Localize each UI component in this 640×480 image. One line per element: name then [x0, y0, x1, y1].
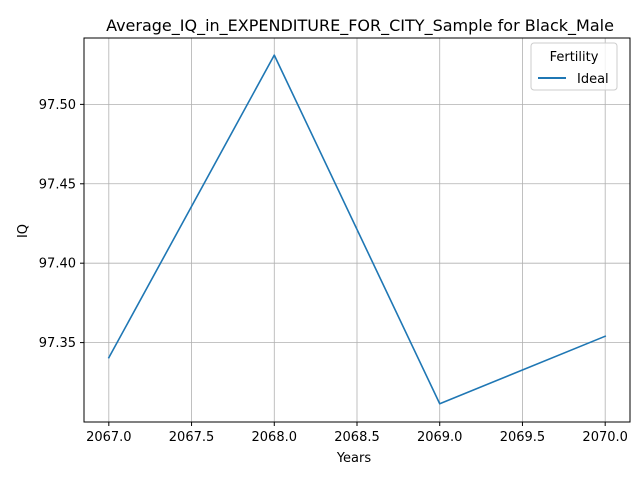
legend-label-ideal: Ideal [577, 72, 609, 87]
legend: Fertility Ideal [530, 42, 618, 91]
x-axis-title: Years [336, 451, 372, 466]
chart-title: Average_IQ_in_EXPENDITURE_FOR_CITY_Sampl… [106, 16, 614, 36]
y-axis-ticks: 97.35 97.40 97.45 97.50 [39, 98, 84, 351]
series-layer [107, 54, 607, 405]
x-tick-label: 2067.0 [86, 430, 132, 445]
series-line-ideal [107, 54, 607, 405]
y-tick-label: 97.50 [39, 98, 76, 113]
x-tick-label: 2069.0 [417, 430, 463, 445]
y-axis-title: IQ [16, 224, 31, 238]
x-tick-label: 2068.0 [252, 430, 298, 445]
y-tick-label: 97.35 [39, 336, 76, 351]
grid [84, 38, 630, 422]
y-tick-label: 97.40 [39, 257, 76, 272]
y-tick-label: 97.45 [39, 177, 76, 192]
x-tick-label: 2068.5 [334, 430, 380, 445]
x-tick-label: 2070.0 [582, 430, 628, 445]
x-axis-ticks: 2067.0 2067.5 2068.0 2068.5 2069.0 2069.5 2070… [86, 422, 628, 445]
x-tick-label: 2069.5 [500, 430, 546, 445]
x-tick-label: 2067.5 [169, 430, 215, 445]
legend-title: Fertility [550, 50, 599, 65]
